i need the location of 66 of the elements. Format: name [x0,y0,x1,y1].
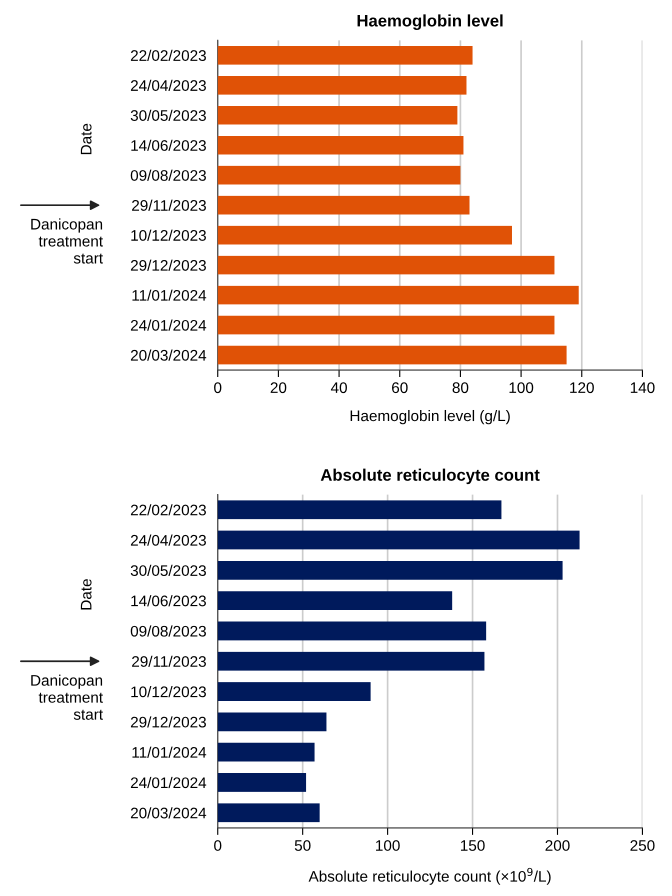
bar [218,166,460,184]
y-tick-label: 14/06/2023 [131,140,206,151]
x-axis-title: Haemoglobin level (g/L) [350,410,510,424]
x-tick-label: 60 [392,382,408,394]
bar [218,346,567,364]
y-tick-label: 10/12/2023 [131,686,206,698]
x-tick-label: 0 [214,840,222,851]
bar [218,591,452,610]
y-tick-label: 24/01/2024 [130,320,206,331]
bar [218,286,579,304]
bar [218,622,486,640]
x-tick-label: 20 [270,382,286,394]
x-tick-label: 120 [570,382,594,394]
bar [218,652,484,671]
bar [218,226,512,244]
y-tick-label: 20/03/2024 [130,350,206,361]
bar [218,530,580,550]
x-tick-label: 100 [376,840,400,851]
bar [218,106,458,125]
bar [218,712,326,732]
y-tick-label: 11/01/2024 [132,290,206,301]
y-tick-label: 20/03/2024 [130,807,206,818]
y-tick-label: 10/12/2023 [131,230,206,241]
x-tick-label: 140 [630,382,655,394]
bar [218,256,554,274]
x-tick-label: 100 [510,382,534,394]
bar [218,316,554,334]
y-tick-label: 29/12/2023 [130,716,206,728]
x-tick-label: 150 [460,840,485,851]
y-tick-label: 09/08/2023 [130,170,206,181]
y-tick-label: 29/11/2023 [132,200,206,211]
bar [218,46,473,65]
y-tick-label: 24/01/2024 [130,776,206,788]
y-axis-title: Date [80,124,92,154]
y-tick-label: 30/05/2023 [130,110,206,121]
y-tick-label: 22/02/2023 [130,504,206,516]
x-axis-title: Absolute reticulocyte count (×10$^{9}$/L) [308,868,551,885]
x-tick-label: 0 [214,382,222,394]
chart-title: Absolute reticulocyte count [320,468,540,484]
bar [218,742,315,762]
y-tick-label: 30/05/2023 [130,564,206,576]
bar [218,136,464,155]
y-tick-label: 24/04/2023 [130,80,206,91]
bar [218,560,563,580]
chart-title: Haemoglobin level [358,14,503,30]
text: Danicopan treatment start [31,674,103,720]
x-tick-label: 50 [294,840,311,851]
bar [218,803,320,822]
y-tick-label: 24/04/2023 [130,534,206,546]
y-tick-label: 29/11/2023 [132,656,206,667]
y-tick-label: 22/02/2023 [130,50,206,61]
bar [218,773,306,792]
x-tick-label: 250 [630,840,655,851]
y-tick-label: 11/01/2024 [132,746,206,758]
x-tick-label: 80 [452,382,468,394]
bar [218,500,502,520]
y-tick-label: 14/06/2023 [131,595,206,606]
y-tick-label: 29/12/2023 [130,260,206,271]
y-tick-label: 09/08/2023 [130,625,206,637]
bar [218,682,371,701]
x-tick-label: 200 [546,840,570,851]
y-axis-title: Date [80,579,92,610]
bar [218,76,466,95]
x-tick-label: 40 [330,382,347,394]
bar [218,196,470,214]
text: Danicopan treatment start [31,218,103,264]
